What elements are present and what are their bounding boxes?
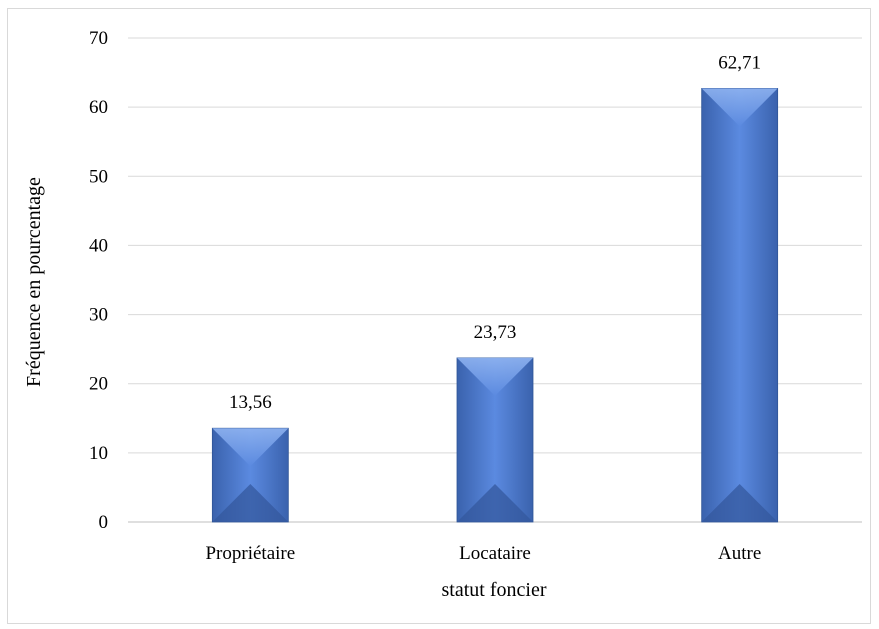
bar-1 xyxy=(456,357,534,523)
data-label: 13,56 xyxy=(229,392,272,413)
y-tick-label: 10 xyxy=(89,443,108,464)
x-tick-label: Propriétaire xyxy=(205,543,295,564)
y-tick-label: 50 xyxy=(89,166,108,187)
y-tick-label: 70 xyxy=(89,28,108,49)
x-tick-label: Locataire xyxy=(459,543,531,564)
bar-0 xyxy=(211,427,289,523)
bar-bevel-bottom xyxy=(701,484,778,522)
bar-2 xyxy=(701,88,779,523)
y-tick-label: 60 xyxy=(89,97,108,118)
bar-bevel-top xyxy=(457,357,533,396)
bar-body xyxy=(701,88,779,523)
y-axis-title: Fréquence en pourcentage xyxy=(23,177,45,387)
labels: 0 10 20 30 40 50 60 70 13,56 Propriétaire 23,73 Loc… xyxy=(89,28,761,564)
bar-bevel-bottom xyxy=(212,484,289,522)
bars xyxy=(211,88,779,523)
bar-bevel-top xyxy=(212,428,289,467)
bar-bevel-bottom xyxy=(457,484,533,522)
y-tick-label: 30 xyxy=(89,305,108,326)
x-axis-title: statut foncier xyxy=(442,579,547,601)
bar-bevel-top xyxy=(701,88,778,127)
data-label: 23,73 xyxy=(474,322,517,343)
y-tick-label: 0 xyxy=(99,512,109,533)
y-tick-label: 40 xyxy=(89,235,108,256)
y-tick-label: 20 xyxy=(89,374,108,395)
data-label: 62,71 xyxy=(718,52,761,73)
x-tick-label: Autre xyxy=(718,543,761,564)
